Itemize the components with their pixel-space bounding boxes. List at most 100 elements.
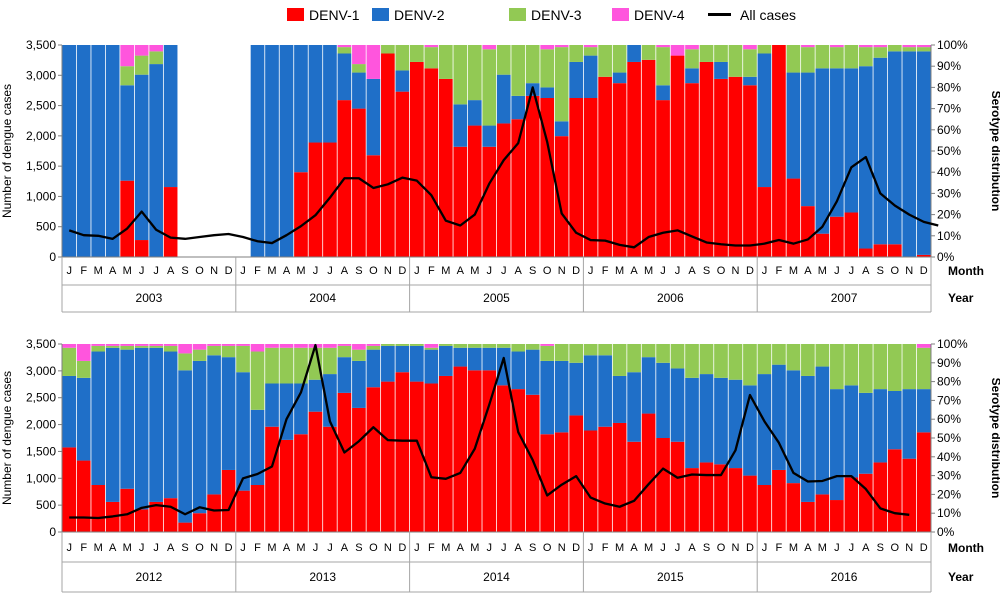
bar-segment-denv-2 [149,347,163,502]
month-label: J [327,265,333,277]
legend-label: DENV-1 [309,7,360,23]
bar-segment-denv-4 [583,45,598,48]
month-label: A [283,542,291,554]
bar-segment-denv-2 [163,351,178,499]
y-tick-label: 2,500 [26,99,56,113]
bar-segment-denv-4 [221,344,236,346]
bar-segment-denv-1 [352,108,366,257]
all-cases-line [68,86,939,249]
month-label: M [470,542,479,554]
bar-segment-denv-2 [627,372,641,442]
bar-segment-denv-1 [62,447,77,532]
month-label: J [139,542,145,554]
y2-tick-label: 100% [937,337,968,351]
bar-segment-denv-1 [410,381,424,532]
month-label: A [804,542,812,554]
bar-segment-denv-3 [598,45,612,77]
month-label: J [487,265,493,277]
bar-segment-denv-1 [76,460,91,532]
bar-segment-denv-4 [149,45,163,52]
month-label: N [905,265,913,277]
bar-segment-denv-1 [467,370,482,532]
bar-segment-denv-3 [337,47,352,54]
year-label: 2005 [483,291,510,305]
bar-segment-denv-2 [250,409,265,485]
month-label: J [327,542,333,554]
bar-segment-denv-1 [323,142,337,257]
chart-legend: DENV-1 DENV-2 DENV-3 DENV-4 All cases [287,7,796,23]
bar-segment-denv-1 [482,146,497,257]
bar-segment-denv-2 [134,74,149,241]
month-label: F [80,542,87,554]
month-label: J [660,265,666,277]
bar-segment-denv-1 [163,498,178,532]
year-label: 2003 [136,291,163,305]
bar-segment-denv-2 [62,45,77,257]
month-label: M [441,265,450,277]
month-label: J [849,265,855,277]
bar-segment-denv-1 [424,68,439,257]
month-label: A [167,542,175,554]
bar-segment-denv-3 [887,344,902,391]
month-label: J [414,265,420,277]
y2-tick-label: 100% [937,38,968,52]
bar-segment-denv-3 [279,347,294,384]
bar-segment-denv-3 [352,349,366,361]
bar-segment-denv-2 [453,104,468,147]
bar-segment-denv-4 [902,45,917,48]
month-label: A [283,265,291,277]
bar-segment-denv-3 [873,344,888,390]
bar-segment-denv-2 [902,389,917,459]
bar-segment-denv-1 [728,76,743,257]
month-label: J [153,265,159,277]
bar-segment-denv-3 [583,47,598,56]
bar-segment-denv-1 [163,187,178,257]
month-label: A [167,265,175,277]
bar-segment-denv-3 [511,344,526,352]
bar-segment-denv-1 [453,146,468,257]
stacked-bars [62,344,931,532]
month-label: M [789,265,798,277]
bar-segment-denv-2 [366,349,381,388]
bar-segment-denv-2 [656,85,670,101]
bar-segment-denv-3 [91,345,106,352]
month-row-label: Month [948,541,984,555]
bar-segment-denv-4 [540,344,555,346]
bar-segment-denv-1 [598,76,612,257]
bar-segment-denv-2 [569,362,583,416]
bar-segment-denv-3 [858,47,873,67]
bar-segment-denv-1 [772,469,786,532]
bar-segment-denv-3 [134,345,149,348]
bar-segment-denv-3 [743,49,757,77]
bar-segment-denv-1 [670,441,685,532]
bar-segment-denv-1 [612,83,627,257]
bar-segment-denv-1 [757,485,772,532]
bar-segment-denv-2 [221,357,236,470]
bar-segment-denv-1 [134,240,149,257]
bar-segment-denv-3 [815,344,830,367]
bar-segment-denv-4 [120,344,135,346]
bar-segment-denv-3 [858,344,873,393]
legend-label: DENV-4 [634,7,685,23]
bar-segment-denv-3 [656,47,670,86]
bar-segment-denv-3 [482,49,497,126]
month-label: M [644,265,653,277]
bar-segment-denv-2 [656,362,670,438]
bar-segment-denv-3 [482,344,497,348]
y2-tick-label: 70% [937,102,961,116]
bar-segment-denv-3 [569,45,583,62]
bar-segment-denv-1 [858,473,873,532]
bar-segment-denv-1 [902,458,917,532]
month-label: O [891,265,900,277]
legend-swatch-denv-2 [372,8,389,21]
month-label: A [688,265,696,277]
y-tick-label: 3,000 [26,68,56,82]
legend-swatch-denv-1 [287,8,304,21]
y-tick-label: 3,500 [26,337,56,351]
month-label: F [428,542,435,554]
y-tick-label: 500 [36,498,56,512]
month-label: J [66,542,72,554]
bar-segment-denv-3 [583,344,598,356]
bar-segment-denv-1 [279,439,294,532]
y2-tick-label: 60% [937,412,961,426]
